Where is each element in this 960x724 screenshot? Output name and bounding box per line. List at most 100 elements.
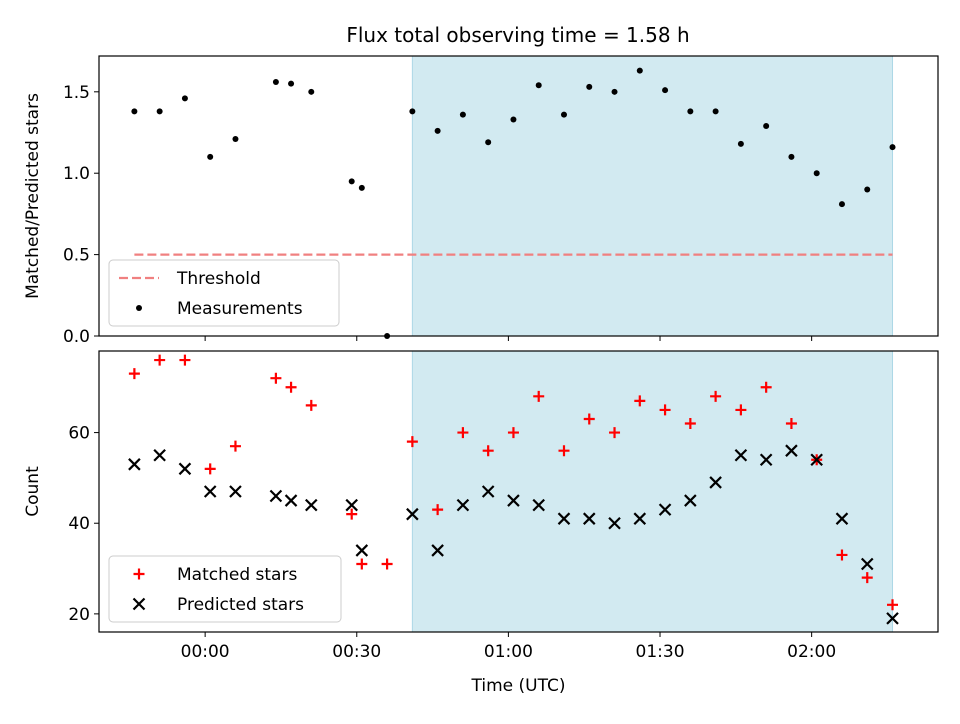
legend-label: Threshold: [176, 269, 261, 289]
matched-star-point: [270, 372, 282, 384]
legend-label: Predicted stars: [177, 595, 304, 615]
legend-matched-swatch: [133, 568, 145, 580]
matched-star-point: [482, 445, 494, 457]
predicted-star-point: [886, 612, 899, 625]
x-tick-label: 00:30: [332, 642, 381, 662]
bottom-y-tick-label: 40: [68, 514, 90, 534]
predicted-star-point: [785, 444, 798, 457]
predicted-star-point: [658, 503, 672, 516]
measurement-point: [813, 170, 820, 177]
matched-star-point: [381, 558, 393, 570]
matched-star-point: [356, 558, 368, 570]
measurement-point: [459, 111, 466, 118]
matched-star-point: [659, 404, 671, 416]
top-shaded-span: [411, 55, 894, 337]
matched-star-point: [457, 427, 469, 439]
predicted-star-point: [269, 489, 283, 503]
predicted-star-point: [608, 516, 621, 530]
measurement-point: [535, 82, 542, 89]
predicted-star-point: [709, 476, 722, 489]
measurement-point: [712, 108, 719, 115]
measurement-point: [838, 201, 845, 208]
measurement-point: [687, 108, 694, 115]
measurement-point: [485, 139, 492, 146]
measurement-point: [272, 79, 279, 86]
top-axes-frame: [98, 55, 939, 337]
top-panel: 0.0 0.5 1.0 1.5 Matched/Predicted stars Thres…: [23, 55, 939, 347]
matched-star-point: [229, 440, 241, 452]
predicted-star-point: [456, 498, 470, 512]
predicted-star-point: [345, 498, 358, 512]
matched-star-point: [432, 504, 444, 516]
predicted-star-point: [153, 448, 166, 462]
predicted-star-point: [203, 485, 217, 498]
measurement-point: [232, 136, 239, 143]
matched-star-point: [634, 395, 646, 407]
matched-star-point: [785, 418, 797, 430]
predicted-star-point: [304, 498, 318, 512]
measurement-point: [510, 116, 517, 123]
measurement-point: [207, 153, 214, 160]
matched-star-point: [406, 436, 418, 448]
matched-star-point: [507, 427, 519, 439]
bottom-shaded-span: [411, 350, 894, 633]
measurement-point: [358, 184, 365, 191]
bottom-y-tick-label: 20: [68, 605, 90, 625]
predicted-star-point: [810, 453, 823, 467]
measurement-point: [662, 87, 669, 94]
top-y-tick-label: 1.5: [63, 83, 90, 103]
matched-star-point: [735, 404, 747, 416]
matched-star-point: [836, 549, 848, 561]
measurement-point: [409, 108, 416, 115]
chart-title: Flux total observing time = 1.58 h: [346, 23, 689, 47]
predicted-star-point: [229, 485, 242, 498]
measurement-point: [611, 88, 618, 95]
x-tick-label: 01:30: [636, 642, 685, 662]
measurement-point: [181, 95, 188, 102]
measurement-point: [889, 144, 896, 151]
predicted-star-point: [178, 462, 192, 476]
measurement-point: [763, 123, 770, 129]
predicted-star-point: [431, 544, 444, 557]
predicted-star-point: [284, 494, 298, 507]
bottom-y-axis-label: Count: [23, 466, 43, 517]
legend-measurement-swatch: [136, 305, 142, 311]
predicted-star-point: [860, 557, 874, 571]
matched-star-point: [684, 418, 696, 430]
measurement-point: [636, 67, 643, 74]
measurement-point: [788, 153, 795, 160]
matched-star-point: [154, 354, 166, 366]
x-tick-label: 02:00: [787, 642, 836, 662]
legend-label: Matched stars: [177, 565, 297, 585]
bottom-legend: [108, 555, 342, 623]
measurement-point: [131, 108, 138, 115]
top-y-tick-label: 1.0: [63, 164, 90, 184]
matched-star-point: [609, 427, 621, 439]
measurement-point: [308, 88, 315, 95]
predicted-star-point: [835, 512, 849, 525]
matched-star-point: [305, 399, 317, 411]
matched-star-point: [861, 572, 873, 584]
x-axis-label: Time (UTC): [471, 676, 566, 696]
matched-star-point: [760, 381, 772, 393]
matched-star-point: [346, 508, 358, 520]
measurement-point: [737, 140, 744, 147]
bottom-axes-frame: [98, 350, 939, 633]
measurement-point: [864, 186, 871, 193]
matched-star-point: [558, 445, 570, 457]
measurement-point: [288, 80, 295, 87]
matched-star-point: [710, 390, 722, 402]
predicted-star-point: [481, 485, 495, 498]
predicted-star-point: [557, 512, 571, 525]
predicted-star-point: [633, 512, 647, 525]
top-legend: [108, 259, 340, 327]
predicted-star-point: [734, 448, 748, 462]
measurement-point: [156, 108, 163, 115]
matched-star-point: [583, 413, 595, 425]
legend-label: Measurements: [177, 299, 303, 319]
legend-predicted-swatch: [132, 597, 146, 611]
matched-star-point: [887, 599, 899, 611]
top-y-tick-label: 0.0: [63, 327, 90, 347]
matched-star-point: [204, 463, 216, 475]
